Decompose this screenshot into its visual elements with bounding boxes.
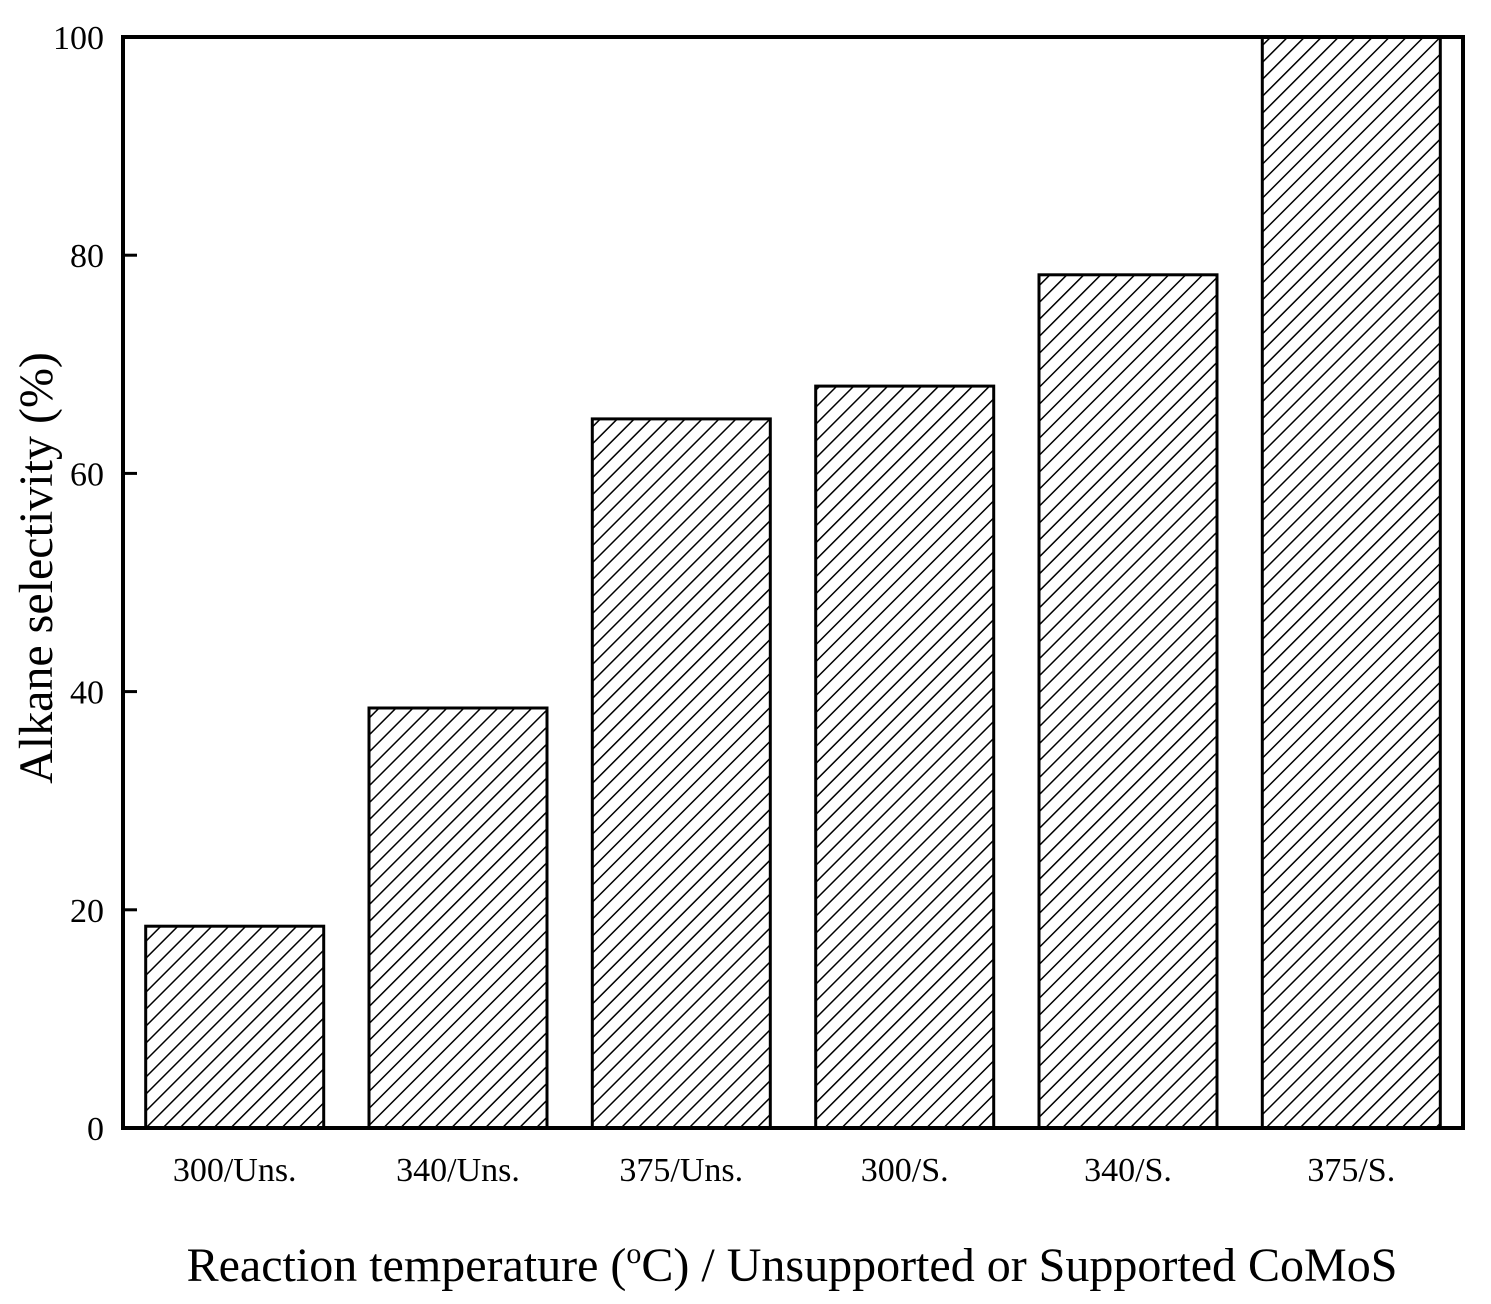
x-axis-ticks: 300/Uns. 340/Uns. 375/Uns. 300/S. 340/S. 375/… xyxy=(173,1152,1395,1189)
y-tick-label-4: 60 xyxy=(70,456,104,493)
bar-3 xyxy=(590,417,772,1130)
x-axis-title-before: Reaction temperature ( xyxy=(187,1239,627,1292)
y-axis-ticks: 0 20 40 60 80 100 xyxy=(53,20,137,1148)
bar-4 xyxy=(814,384,996,1130)
y-axis-title: Alkane selectivity (%) xyxy=(10,352,63,784)
x-tick-label-2: 340/Uns. xyxy=(396,1152,520,1189)
x-axis-title-after: C) / Unsupported or Supported CoMoS xyxy=(641,1239,1397,1292)
x-tick-label-6: 375/S. xyxy=(1307,1152,1395,1189)
bar-6 xyxy=(1260,35,1442,1130)
y-tick-label-1: 0 xyxy=(87,1111,104,1148)
x-tick-label-5: 340/S. xyxy=(1084,1152,1172,1189)
x-tick-label-1: 300/Uns. xyxy=(173,1152,297,1189)
x-axis-title: Reaction temperature (oC) / Unsupported … xyxy=(187,1237,1398,1292)
plot-frame xyxy=(121,35,1465,1130)
y-tick-label-3: 40 xyxy=(70,675,104,712)
x-tick-label-3: 375/Uns. xyxy=(619,1152,743,1189)
bar-2 xyxy=(367,706,549,1130)
bar-5 xyxy=(1037,273,1219,1130)
bars-group xyxy=(144,35,1442,1130)
y-tick-label-6: 100 xyxy=(53,20,104,57)
bar-1 xyxy=(144,924,326,1130)
y-tick-label-5: 80 xyxy=(70,238,104,275)
y-tick-label-2: 20 xyxy=(70,893,104,930)
x-axis-title-superscript: o xyxy=(626,1237,641,1270)
x-tick-label-4: 300/S. xyxy=(861,1152,949,1189)
